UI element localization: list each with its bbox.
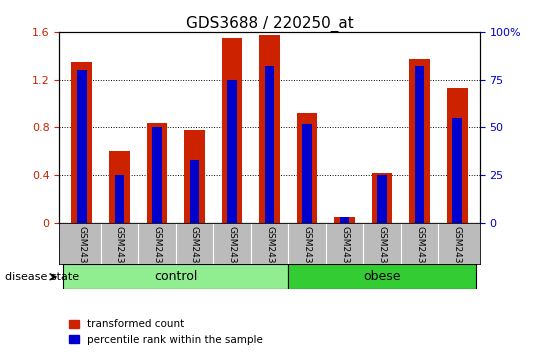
Text: GSM243216: GSM243216 — [115, 226, 124, 281]
Bar — [415, 66, 424, 223]
Bar — [259, 35, 280, 223]
Text: GSM243275: GSM243275 — [453, 226, 462, 281]
Bar — [296, 113, 317, 223]
Bar — [222, 38, 243, 223]
Text: GSM243218: GSM243218 — [190, 226, 199, 281]
Bar — [77, 70, 86, 223]
Text: GSM243227: GSM243227 — [378, 226, 386, 281]
Bar — [372, 173, 392, 223]
Bar — [109, 152, 130, 223]
Bar — [377, 175, 387, 223]
Bar — [152, 127, 162, 223]
Text: GDS3688 / 220250_at: GDS3688 / 220250_at — [185, 16, 354, 32]
Bar — [265, 66, 274, 223]
Text: obese: obese — [363, 270, 401, 283]
Bar — [115, 175, 124, 223]
Bar — [184, 130, 205, 223]
Text: GSM243217: GSM243217 — [153, 226, 161, 281]
Text: GSM243215: GSM243215 — [77, 226, 86, 281]
Bar — [63, 264, 288, 289]
Legend: transformed count, percentile rank within the sample: transformed count, percentile rank withi… — [65, 315, 267, 349]
Text: disease state: disease state — [5, 272, 80, 282]
Bar — [447, 88, 467, 223]
Bar — [453, 118, 462, 223]
Bar — [340, 217, 349, 223]
Text: GSM243228: GSM243228 — [415, 226, 424, 281]
Text: control: control — [154, 270, 197, 283]
Bar — [147, 123, 167, 223]
Text: GSM243219: GSM243219 — [227, 226, 237, 281]
Bar — [227, 80, 237, 223]
Text: GSM243220: GSM243220 — [265, 226, 274, 281]
Bar — [302, 124, 312, 223]
Bar — [190, 160, 199, 223]
Text: GSM243225: GSM243225 — [302, 226, 312, 281]
Bar — [334, 217, 355, 223]
Bar — [288, 264, 476, 289]
Text: GSM243226: GSM243226 — [340, 226, 349, 281]
Bar — [72, 62, 92, 223]
Bar — [409, 59, 430, 223]
